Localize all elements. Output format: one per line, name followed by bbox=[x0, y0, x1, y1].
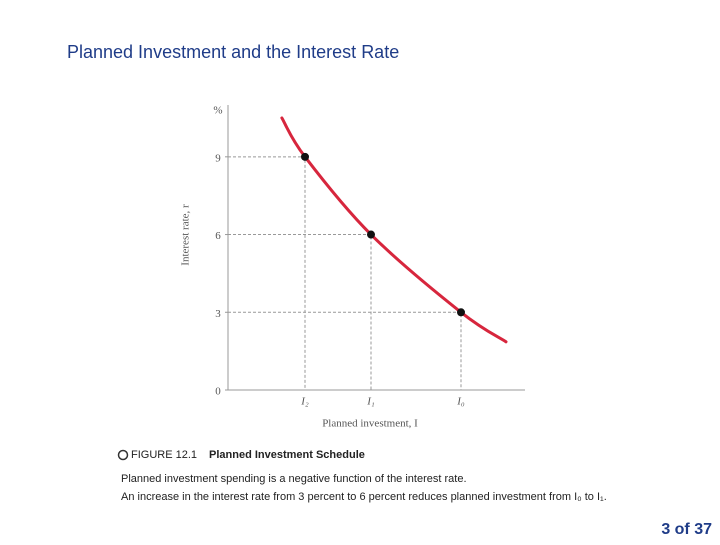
caption-line: Planned investment spending is a negativ… bbox=[121, 473, 467, 485]
caption-line: An increase in the interest rate from 3 … bbox=[121, 491, 607, 503]
y-unit: % bbox=[213, 105, 222, 117]
x-tick-label: I₀ bbox=[456, 396, 465, 408]
y-tick-label: 3 bbox=[215, 308, 221, 320]
curve-extension bbox=[459, 310, 508, 344]
point bbox=[457, 308, 465, 317]
caption-icon bbox=[117, 449, 129, 461]
guide-line bbox=[228, 156, 306, 390]
slide-title: Planned Investment and the Interest Rate bbox=[67, 42, 399, 62]
x-axis-title: Planned investment, I bbox=[322, 418, 418, 430]
point bbox=[301, 152, 309, 161]
figure-label: FIGURE 12.1 bbox=[131, 449, 197, 461]
point bbox=[367, 230, 375, 239]
x-tick-label: I₂ bbox=[300, 396, 309, 408]
figure-title: Planned Investment Schedule bbox=[209, 449, 365, 461]
y-tick-label: 9 bbox=[215, 152, 221, 164]
y-tick-label: 0 bbox=[215, 386, 221, 398]
x-tick-label: I₁ bbox=[366, 396, 375, 408]
y-axis-title: Interest rate, r bbox=[180, 204, 192, 266]
page-number: 3 of 37 bbox=[661, 521, 712, 538]
curve-extension bbox=[280, 116, 307, 159]
y-tick-label: 6 bbox=[215, 230, 221, 242]
guide-line bbox=[228, 311, 462, 390]
